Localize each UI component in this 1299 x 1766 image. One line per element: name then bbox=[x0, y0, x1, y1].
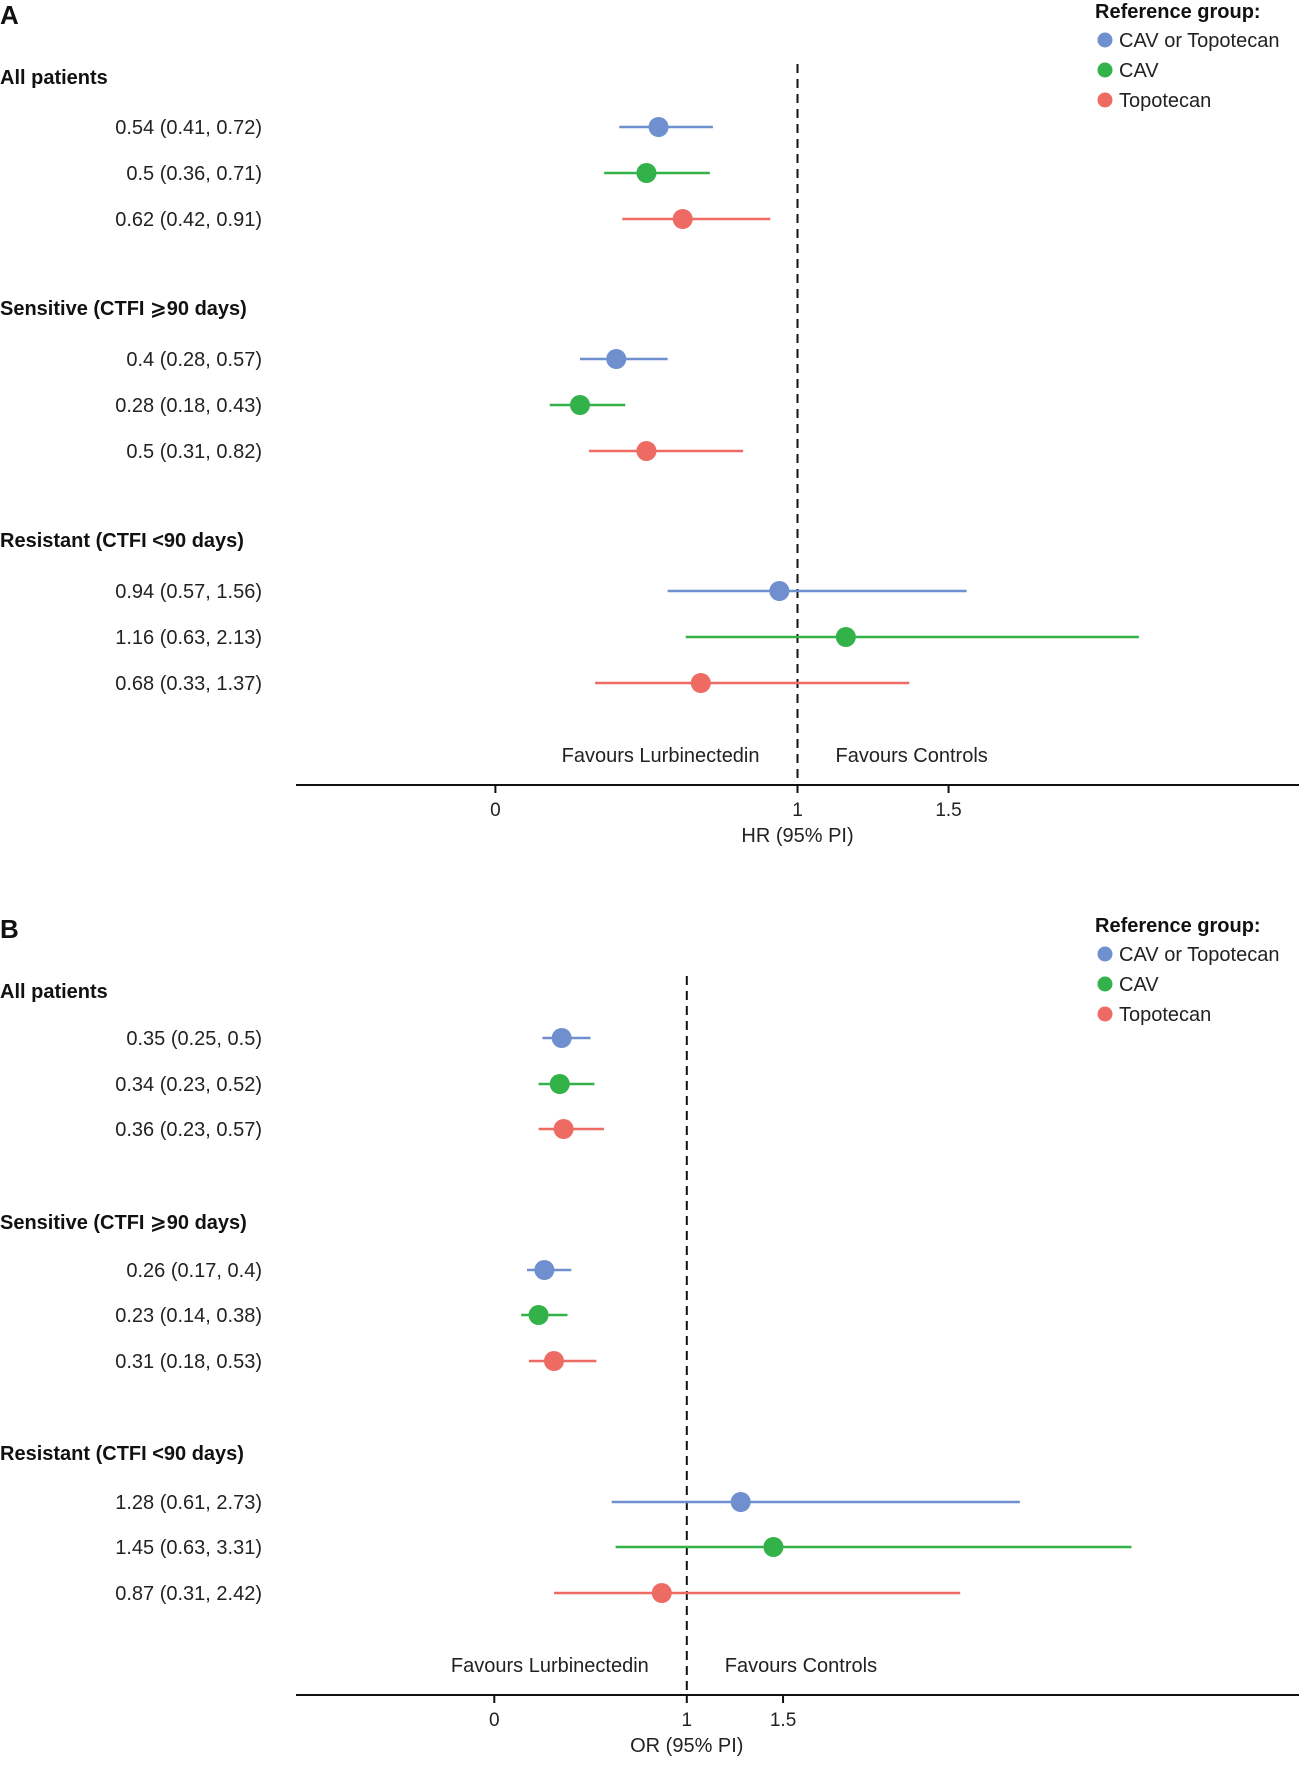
panel-label: B bbox=[0, 914, 19, 944]
x-tick-label: 1 bbox=[792, 800, 803, 821]
row-label: 1.28 (0.61, 2.73) bbox=[115, 1492, 262, 1514]
row-label: 0.28 (0.18, 0.43) bbox=[115, 395, 262, 417]
legend-entry-3: Topotecan bbox=[1119, 1004, 1211, 1026]
point-estimate bbox=[769, 581, 790, 601]
legend-marker-3 bbox=[1097, 1006, 1113, 1022]
forest-plot-b-svg: B Reference group: CAV or Topotecan CAV Topo… bbox=[0, 914, 1299, 1757]
point-estimate bbox=[636, 441, 657, 461]
favours-right-label: Favours Controls bbox=[836, 745, 988, 767]
row-label: 0.35 (0.25, 0.5) bbox=[126, 1028, 262, 1050]
row-label: 0.87 (0.31, 2.42) bbox=[115, 1583, 262, 1605]
group-title-3: Resistant (CTFI <90 days) bbox=[0, 1443, 244, 1465]
x-tick-label: 1 bbox=[682, 1710, 693, 1731]
legend-entry-2: CAV bbox=[1119, 60, 1159, 82]
legend-title: Reference group: bbox=[1095, 1, 1261, 23]
row-label: 0.26 (0.17, 0.4) bbox=[126, 1260, 262, 1282]
legend-entry-1: CAV or Topotecan bbox=[1119, 944, 1279, 966]
legend-title: Reference group: bbox=[1095, 915, 1261, 937]
x-axis-title: OR (95% PI) bbox=[630, 1735, 743, 1757]
legend-entry-3: Topotecan bbox=[1119, 90, 1211, 112]
point-estimate bbox=[569, 395, 590, 415]
point-estimate bbox=[636, 163, 657, 183]
group-title-1: All patients bbox=[0, 981, 108, 1003]
row-label: 0.5 (0.36, 0.71) bbox=[126, 163, 262, 185]
row-label: 0.4 (0.28, 0.57) bbox=[126, 349, 262, 371]
point-estimate bbox=[672, 209, 693, 229]
point-estimate bbox=[690, 673, 711, 693]
legend-marker-1 bbox=[1097, 946, 1113, 962]
favours-right-label: Favours Controls bbox=[725, 1655, 877, 1677]
x-tick-label: 0 bbox=[490, 800, 501, 821]
x-tick-label: 0 bbox=[489, 1710, 500, 1731]
group-title-3: Resistant (CTFI <90 days) bbox=[0, 530, 244, 552]
x-tick-label: 1.5 bbox=[935, 800, 961, 821]
forest-plot-a-svg: A Reference group: CAV or Topotecan CAV Topo… bbox=[0, 0, 1299, 847]
point-estimate bbox=[835, 627, 856, 647]
point-estimate bbox=[528, 1305, 549, 1325]
legend-marker-2 bbox=[1097, 62, 1113, 78]
point-estimate bbox=[534, 1260, 555, 1280]
group-title-2: Sensitive (CTFI ⩾90 days) bbox=[0, 298, 247, 320]
favours-left-label: Favours Lurbinectedin bbox=[451, 1655, 649, 1677]
row-label: 1.45 (0.63, 3.31) bbox=[115, 1537, 262, 1559]
row-label: 0.5 (0.31, 0.82) bbox=[126, 441, 262, 463]
legend: Reference group: CAV or Topotecan CAV Topot… bbox=[1095, 915, 1279, 1026]
legend-entry-1: CAV or Topotecan bbox=[1119, 30, 1279, 52]
legend: Reference group: CAV or Topotecan CAV Topot… bbox=[1095, 1, 1279, 112]
row-label: 0.36 (0.23, 0.57) bbox=[115, 1119, 262, 1141]
legend-marker-1 bbox=[1097, 32, 1113, 48]
point-estimate bbox=[543, 1351, 564, 1371]
row-label: 1.16 (0.63, 2.13) bbox=[115, 627, 262, 649]
point-estimate bbox=[763, 1537, 784, 1557]
point-estimate bbox=[553, 1119, 574, 1139]
row-label: 0.94 (0.57, 1.56) bbox=[115, 581, 262, 603]
row-label: 0.31 (0.18, 0.53) bbox=[115, 1351, 262, 1373]
row-label: 0.23 (0.14, 0.38) bbox=[115, 1305, 262, 1327]
point-estimate bbox=[648, 117, 669, 137]
row-label: 0.54 (0.41, 0.72) bbox=[115, 117, 262, 139]
favours-left-label: Favours Lurbinectedin bbox=[562, 745, 760, 767]
forest-plot-panel-b: B Reference group: CAV or Topotecan CAV Topo… bbox=[0, 910, 1299, 1766]
group-title-1: All patients bbox=[0, 67, 108, 89]
row-label: 0.62 (0.42, 0.91) bbox=[115, 209, 262, 231]
row-label: 0.34 (0.23, 0.52) bbox=[115, 1074, 262, 1096]
forest-plot-panel-a: A Reference group: CAV or Topotecan CAV Topo… bbox=[0, 0, 1299, 880]
row-label: 0.68 (0.33, 1.37) bbox=[115, 673, 262, 695]
x-axis-title: HR (95% PI) bbox=[741, 825, 853, 847]
point-estimate bbox=[551, 1028, 572, 1048]
point-estimate bbox=[606, 349, 627, 369]
legend-marker-3 bbox=[1097, 92, 1113, 108]
point-estimate bbox=[730, 1492, 751, 1512]
legend-entry-2: CAV bbox=[1119, 974, 1159, 996]
panel-label: A bbox=[0, 0, 19, 30]
group-title-2: Sensitive (CTFI ⩾90 days) bbox=[0, 1212, 247, 1234]
point-estimate bbox=[651, 1583, 672, 1603]
x-tick-label: 1.5 bbox=[770, 1710, 796, 1731]
legend-marker-2 bbox=[1097, 976, 1113, 992]
point-estimate bbox=[549, 1074, 570, 1094]
